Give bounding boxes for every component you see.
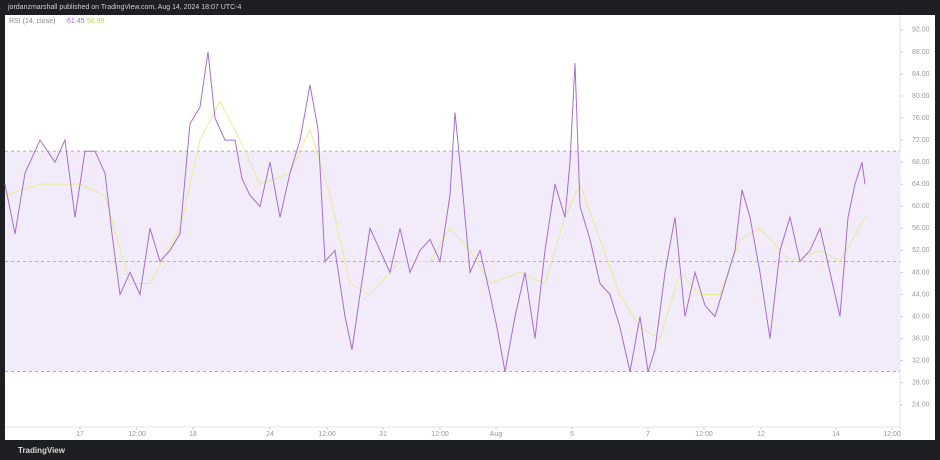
x-tick-label: 12:00 — [431, 431, 449, 438]
footer-logo: TradingView — [18, 446, 66, 455]
header: jordanzmarshall published on TradingView… — [7, 4, 241, 11]
y-tick-label: 64.00 — [912, 181, 930, 188]
x-tick-label: Aug — [490, 431, 503, 438]
y-tick-label: 68.00 — [912, 159, 930, 166]
y-tick-label: 28.00 — [912, 380, 930, 387]
legend-title: RSI (14, close) — [9, 18, 55, 25]
y-tick-label: 48.00 — [912, 269, 930, 276]
y-tick-label: 40.00 — [912, 313, 930, 320]
x-tick-label: 12:00 — [128, 431, 146, 438]
x-tick-label: 7 — [646, 431, 650, 438]
y-tick-label: 36.00 — [912, 335, 930, 342]
x-tick-label: 24 — [266, 431, 274, 438]
x-tick-label: 5 — [570, 431, 574, 438]
y-tick-label: 56.00 — [912, 225, 930, 232]
legend-value: 61.45 — [67, 18, 85, 25]
x-tick-label: 12 — [757, 431, 765, 438]
y-tick-label: 44.00 — [912, 291, 930, 298]
y-tick-label: 72.00 — [912, 137, 930, 144]
y-tick-label: 76.00 — [912, 115, 930, 122]
x-tick-label: 17 — [76, 431, 84, 438]
x-tick-label: 31 — [379, 431, 387, 438]
y-tick-label: 80.00 — [912, 93, 930, 100]
x-tick-label: 14 — [832, 431, 840, 438]
y-tick-label: 88.00 — [912, 49, 930, 56]
x-tick-label: 12:00 — [318, 431, 336, 438]
y-tick-label: 52.00 — [912, 247, 930, 254]
series-line — [4, 100, 866, 340]
y-tick-label: 84.00 — [912, 71, 930, 78]
x-tick-label: 12:00 — [883, 431, 901, 438]
y-tick-label: 92.00 — [912, 27, 930, 34]
x-tick-label: 18 — [189, 431, 197, 438]
legend-value: 58.99 — [87, 18, 105, 25]
series-line — [4, 51, 866, 372]
y-tick-label: 24.00 — [912, 402, 930, 409]
y-tick-label: 60.00 — [912, 203, 930, 210]
x-tick-label: 12:00 — [695, 431, 713, 438]
y-tick-label: 32.00 — [912, 357, 930, 364]
